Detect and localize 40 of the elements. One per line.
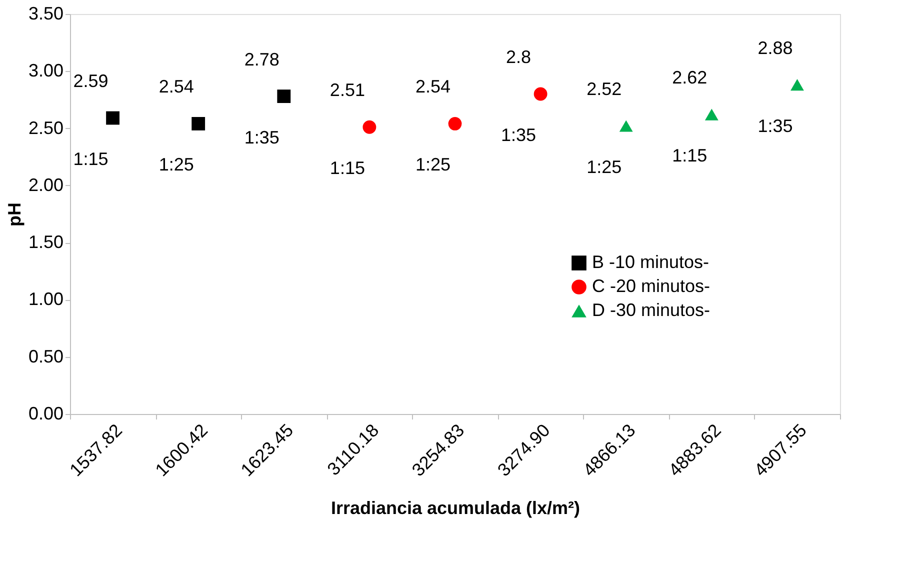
annotation: 1:25 (158, 154, 194, 175)
data-label: 2.62 (672, 68, 708, 88)
point (619, 120, 633, 132)
y-tick-label: 3.50 (28, 4, 64, 24)
y-tick-label: 1.50 (28, 232, 64, 252)
annotation: 1:35 (501, 125, 536, 145)
annotation: 1:35 (244, 127, 280, 148)
point (277, 90, 291, 103)
annotation: 1:15 (73, 149, 108, 169)
point (448, 117, 462, 130)
annotation: 1:25 (415, 154, 451, 175)
legend-label: C -20 minutos- (592, 276, 710, 296)
annotation: 1:15 (672, 146, 708, 166)
y-tick-label: 2.50 (28, 118, 64, 138)
point (362, 120, 376, 134)
annotation: 1:25 (586, 157, 622, 177)
y-tick-label: 1.00 (28, 289, 64, 310)
x-axis-title: Irradiancia acumulada (lx/m²) (330, 498, 580, 518)
y-axis-title: pH (4, 202, 24, 226)
data-label: 2.51 (330, 80, 365, 100)
point (704, 108, 718, 120)
data-label: 2.88 (758, 38, 793, 58)
point (106, 111, 120, 125)
point (192, 117, 206, 130)
data-label: 2.78 (244, 49, 280, 70)
y-tick-label: 3.00 (28, 60, 64, 81)
y-tick-label: 2.00 (28, 174, 64, 195)
data-label: 2.54 (415, 76, 451, 97)
legend-label: D -30 minutos- (592, 300, 710, 320)
annotation: 1:35 (758, 116, 793, 136)
data-label: 2.59 (73, 71, 108, 91)
data-label: 2.54 (158, 76, 194, 97)
point (790, 79, 804, 91)
y-tick-label: 0.00 (28, 404, 64, 424)
point (534, 87, 548, 101)
data-label: 2.52 (586, 79, 622, 99)
data-label: 2.8 (506, 47, 532, 67)
legend-label: B -10 minutos- (592, 252, 710, 272)
y-tick-label: 0.50 (28, 346, 64, 366)
annotation: 1:15 (330, 158, 365, 178)
